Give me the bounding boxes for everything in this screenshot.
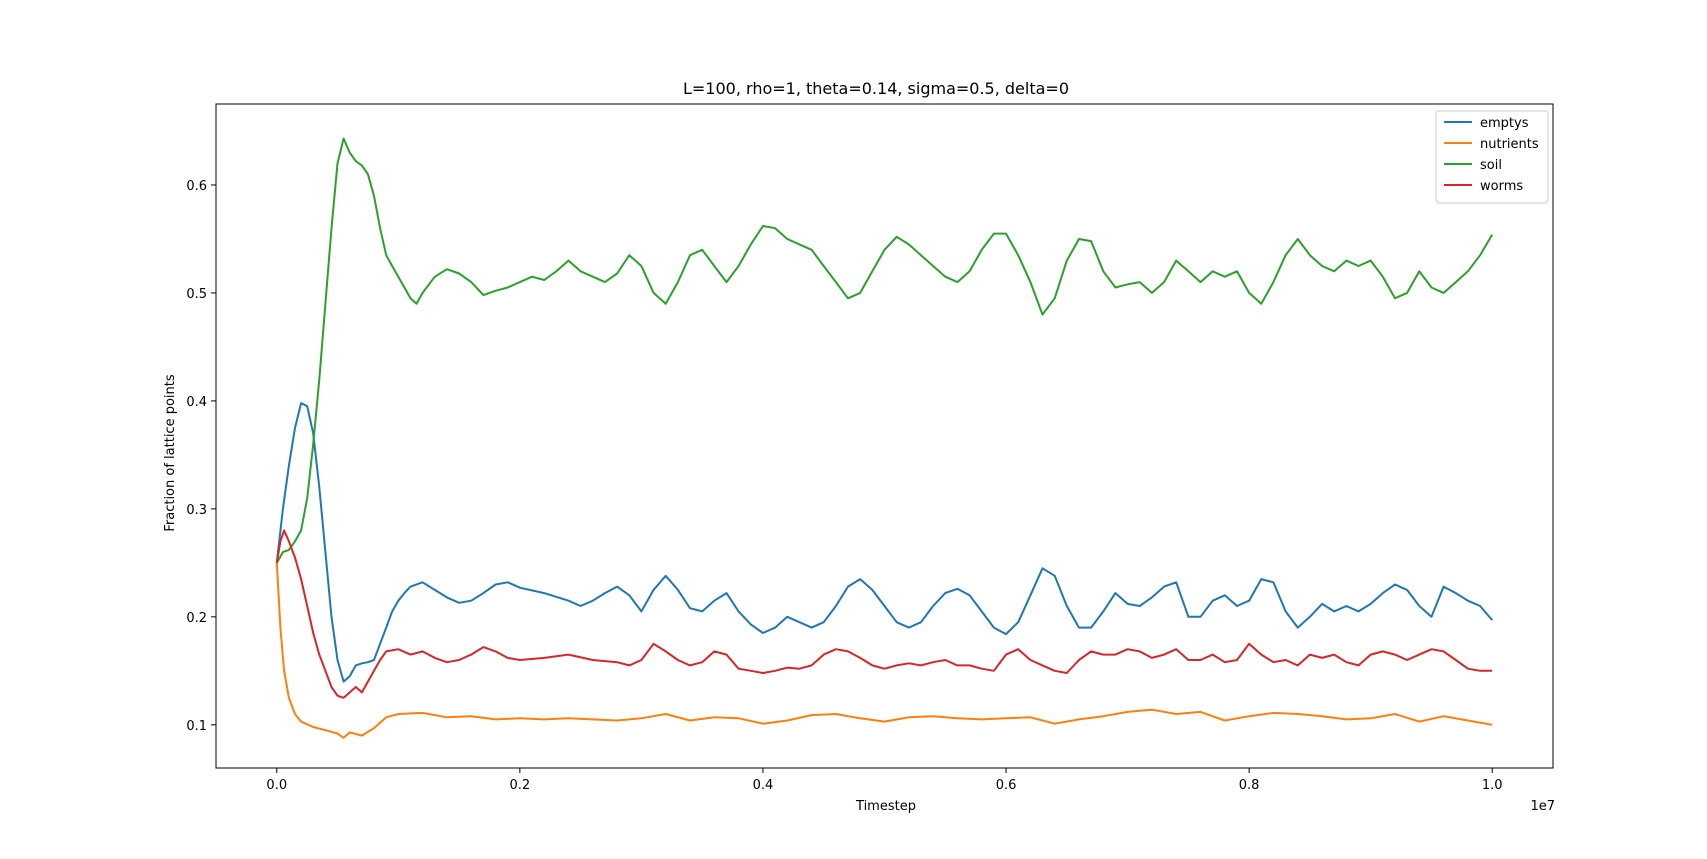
legend-label-emptys: emptys — [1480, 116, 1529, 131]
x-tick-label: 1.0 — [1482, 778, 1503, 793]
plot-area — [275, 137, 1494, 739]
y-tick-label: 0.2 — [186, 611, 207, 626]
x-tick-label: 0.4 — [753, 778, 774, 793]
chart-title: L=100, rho=1, theta=0.14, sigma=0.5, del… — [683, 79, 1069, 98]
y-tick-label: 0.3 — [186, 503, 207, 518]
axes: 0.0 0.2 0.4 0.6 0.8 1.0 0.1 0.2 0.3 0.4 0.5 0.6 — [186, 179, 1502, 793]
x-tick-label: 0.0 — [266, 778, 287, 793]
x-tick-label: 0.6 — [996, 778, 1017, 793]
series-line-nutrients — [275, 562, 1493, 739]
x-tick-label: 0.8 — [1239, 778, 1260, 793]
legend-label-nutrients: nutrients — [1480, 137, 1539, 152]
y-tick-label: 0.5 — [186, 287, 207, 302]
x-axis-offset-label: 1e7 — [1530, 799, 1555, 814]
legend-label-worms: worms — [1480, 179, 1523, 194]
legend-label-soil: soil — [1480, 158, 1502, 173]
y-axis-label: Fraction of lattice points — [163, 374, 178, 532]
legend: emptys nutrients soil worms — [1435, 110, 1549, 204]
legend-box — [1435, 110, 1549, 204]
x-axis-label: Timestep — [855, 799, 916, 814]
series-line-soil — [275, 137, 1494, 564]
plot-frame — [215, 103, 1554, 769]
x-tick-label: 0.2 — [510, 778, 531, 793]
y-tick-label: 0.1 — [186, 719, 207, 734]
y-tick-label: 0.6 — [186, 179, 207, 194]
series-line-emptys — [275, 402, 1493, 683]
y-tick-label: 0.4 — [186, 395, 207, 410]
series-line-worms — [275, 529, 1493, 699]
